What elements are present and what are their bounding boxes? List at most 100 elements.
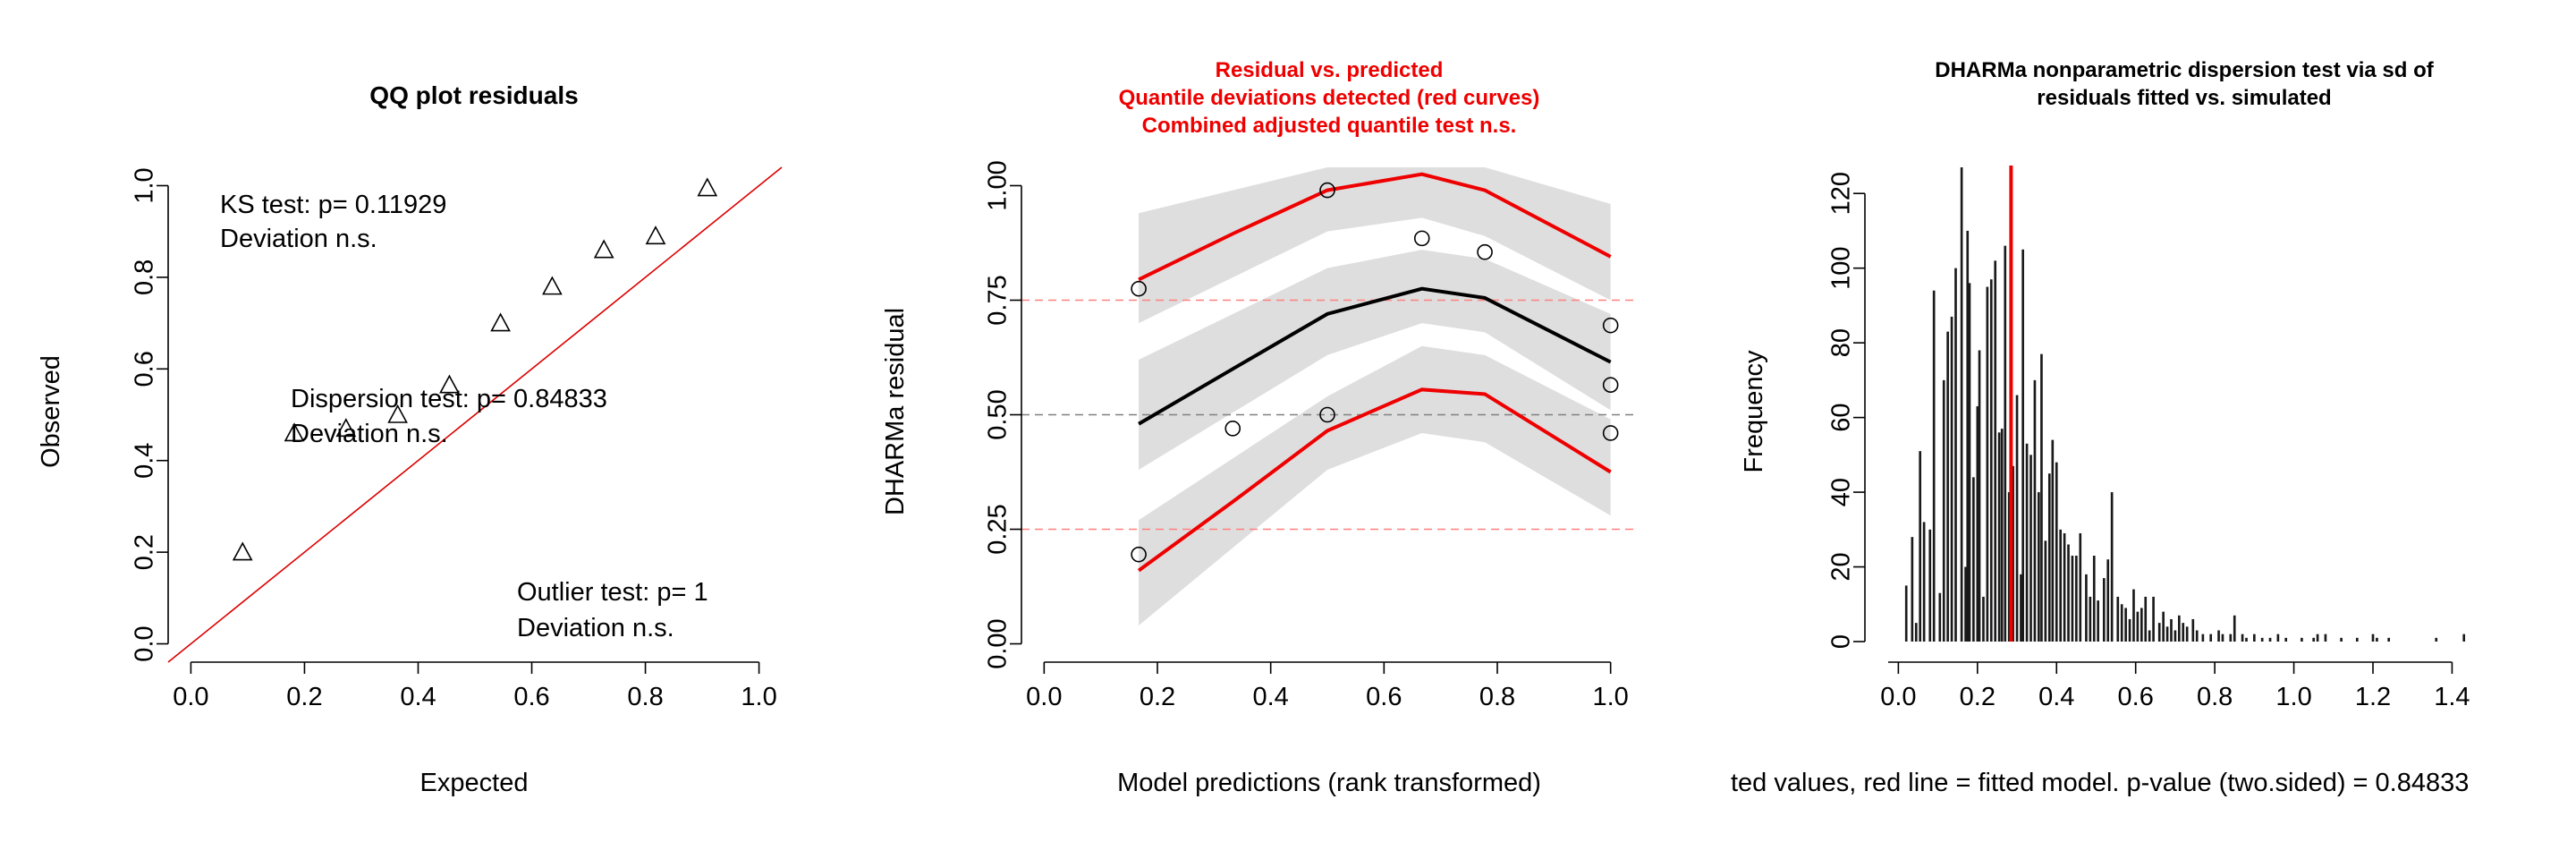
histogram-bar bbox=[2110, 492, 2114, 642]
histogram-bar bbox=[2316, 634, 2319, 642]
histogram-bar bbox=[2201, 634, 2205, 642]
quantile-line-0.5 bbox=[1138, 286, 1612, 426]
dispersion-x-label: ted values, red line = fitted model. p-v… bbox=[1731, 769, 2469, 797]
histogram-bar bbox=[1938, 592, 1942, 642]
histogram-y-tick-label: 60 bbox=[1827, 403, 1856, 431]
histogram-bar bbox=[2178, 615, 2181, 642]
histogram-bar bbox=[2029, 455, 2032, 642]
histogram-bar bbox=[2324, 634, 2327, 642]
residual-x-label: Model predictions (rank transformed) bbox=[1117, 769, 1541, 797]
histogram-bar bbox=[1986, 286, 1989, 642]
histogram-bar bbox=[2301, 637, 2303, 642]
histogram-bar bbox=[2165, 626, 2169, 642]
residual-point bbox=[1319, 182, 1335, 199]
histogram-bar bbox=[1946, 331, 1949, 642]
histogram-bar bbox=[2132, 589, 2135, 642]
histogram-y-tick-label: 100 bbox=[1827, 246, 1856, 289]
qq-y-tick-label: 0.8 bbox=[131, 259, 159, 295]
histogram-bar bbox=[2233, 615, 2236, 642]
residual-x-tick-label: 1.0 bbox=[1593, 683, 1629, 711]
histogram-x-tick-label: 1.2 bbox=[2355, 683, 2391, 711]
quantile-line-0.75 bbox=[1138, 172, 1612, 282]
histogram-bar bbox=[2040, 353, 2043, 642]
qq-point bbox=[439, 374, 460, 394]
histogram-bar bbox=[1968, 283, 1971, 642]
histogram-bar bbox=[2157, 623, 2161, 642]
histogram-x-tick-label: 0.8 bbox=[2197, 683, 2233, 711]
histogram-bar bbox=[2092, 556, 2096, 642]
histogram-bar bbox=[2241, 634, 2244, 642]
residual-x-tick-label: 0.0 bbox=[1026, 683, 1062, 711]
histogram-bar bbox=[1976, 406, 1979, 642]
histogram-bar bbox=[2033, 379, 2037, 642]
residual-point bbox=[1602, 377, 1619, 394]
histogram-bar bbox=[2340, 637, 2343, 642]
quantile-reference-lines bbox=[1021, 299, 1633, 531]
histogram-y-tick-label: 120 bbox=[1827, 172, 1856, 215]
residual-title-line-1: Residual vs. predicted bbox=[1216, 58, 1444, 82]
dispersion-test-annotation: Dispersion test: p= 0.84833 Deviation n.… bbox=[291, 385, 607, 448]
histogram-bar bbox=[2020, 574, 2022, 642]
histogram-bar bbox=[2376, 637, 2378, 642]
residual-x-tick-label: 0.4 bbox=[1253, 683, 1289, 711]
qq-point bbox=[542, 276, 563, 295]
histogram-bar bbox=[2229, 634, 2233, 642]
histogram-bars bbox=[1904, 167, 2466, 642]
histogram-bar bbox=[2371, 634, 2375, 642]
qq-y-tick-label: 0.0 bbox=[131, 625, 159, 661]
qq-plot-y-label: Observed bbox=[37, 355, 65, 468]
histogram-axes: 0.0 0.2 0.4 0.6 0.8 1.0 1.2 1.4 0 20 40 60 80 100 120 bbox=[1827, 172, 2470, 711]
residual-y-tick-label: 0.00 bbox=[984, 618, 1013, 668]
histogram-bar bbox=[1928, 529, 1932, 642]
histogram-bar bbox=[2312, 637, 2315, 642]
histogram-bar bbox=[2038, 492, 2040, 642]
qq-point bbox=[335, 418, 357, 438]
histogram-bar bbox=[1919, 451, 1922, 642]
confidence-band bbox=[1139, 345, 1611, 626]
residual-axes: 0.0 0.2 0.4 0.6 0.8 1.0 0.00 0.25 0.50 0.75 1.00 bbox=[984, 160, 1629, 711]
histogram-bar bbox=[1904, 585, 1908, 642]
residual-point bbox=[1477, 243, 1493, 260]
histogram-bar bbox=[2102, 578, 2106, 642]
histogram-bar bbox=[2004, 245, 2007, 642]
qq-x-tick-label: 0.4 bbox=[400, 683, 436, 711]
dispersion-test-line-1: Dispersion test: p= 0.84833 bbox=[291, 385, 607, 413]
histogram-bar bbox=[2059, 529, 2062, 642]
histogram-bar bbox=[2276, 634, 2280, 642]
histogram-y-tick-label: 20 bbox=[1827, 552, 1856, 581]
histogram-bar bbox=[2355, 637, 2359, 642]
residual-point bbox=[1319, 406, 1335, 423]
histogram-bar bbox=[2047, 473, 2051, 642]
histogram-bar bbox=[2162, 611, 2165, 642]
histogram-bar bbox=[2007, 492, 2011, 642]
residual-vs-predicted-panel: Residual vs. predicted Quantile deviatio… bbox=[881, 58, 1633, 797]
histogram-bar bbox=[2015, 395, 2019, 642]
quantile-line-0.25 bbox=[1137, 387, 1612, 573]
qq-plot-axes: 0.0 0.2 0.4 0.6 0.8 1.0 0.0 0.2 0.4 0.6 0.8 1.0 bbox=[131, 167, 777, 711]
histogram-bar bbox=[1982, 596, 1985, 642]
qq-point bbox=[697, 177, 718, 197]
histogram-bar bbox=[2000, 429, 2004, 642]
residual-point bbox=[1131, 280, 1147, 297]
ks-test-annotation: KS test: p= 0.11929 Deviation n.s. bbox=[220, 191, 446, 253]
quantile-confidence-bands bbox=[1139, 167, 1611, 626]
histogram-bar bbox=[2051, 439, 2055, 642]
residual-point bbox=[1131, 546, 1147, 563]
confidence-band bbox=[1139, 250, 1611, 470]
histogram-bar bbox=[2025, 443, 2029, 642]
histogram-bar bbox=[1911, 537, 1914, 642]
histogram-bar bbox=[2174, 630, 2177, 642]
histogram-x-tick-label: 0.2 bbox=[1960, 683, 1996, 711]
histogram-bar bbox=[1950, 316, 1953, 642]
residual-points bbox=[1131, 182, 1619, 563]
histogram-bar bbox=[2012, 465, 2014, 642]
histogram-bar bbox=[2209, 634, 2213, 642]
histogram-bar bbox=[2055, 462, 2058, 642]
qq-point bbox=[232, 541, 253, 561]
qq-x-tick-label: 0.2 bbox=[286, 683, 322, 711]
histogram-bar bbox=[2120, 604, 2123, 642]
qq-point bbox=[284, 422, 305, 442]
histogram-bar bbox=[2217, 630, 2220, 642]
residual-y-tick-label: 0.75 bbox=[984, 275, 1013, 325]
